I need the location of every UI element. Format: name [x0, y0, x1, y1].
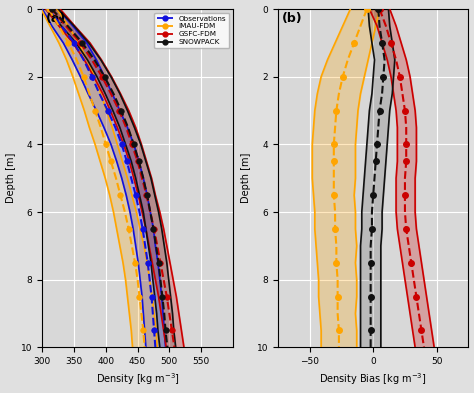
Y-axis label: Depth [m]: Depth [m]: [6, 153, 16, 204]
Text: (a): (a): [46, 13, 66, 26]
Text: (b): (b): [282, 13, 302, 26]
X-axis label: Density Bias [kg m$^{-3}$]: Density Bias [kg m$^{-3}$]: [319, 372, 427, 387]
Legend: Observations, IMAU-FDM, GSFC-FDM, SNOWPACK: Observations, IMAU-FDM, GSFC-FDM, SNOWPA…: [154, 13, 229, 48]
X-axis label: Density [kg m$^{-3}$]: Density [kg m$^{-3}$]: [96, 372, 180, 387]
Y-axis label: Depth [m]: Depth [m]: [241, 153, 251, 204]
